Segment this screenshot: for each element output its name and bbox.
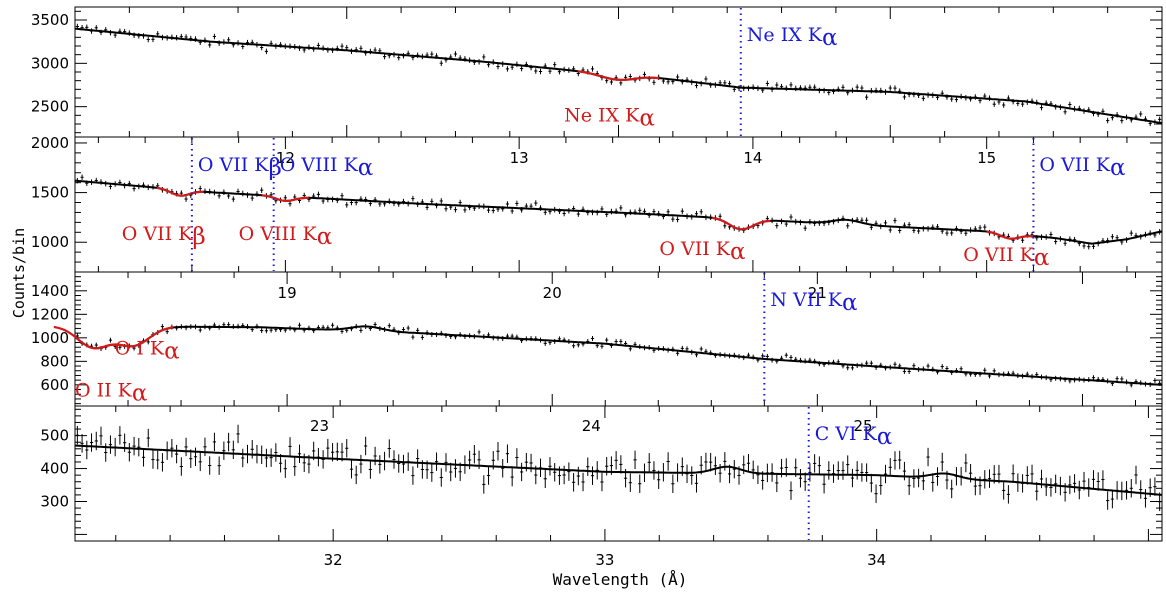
absorption-label: O VII Kα — [659, 238, 745, 265]
y-tick-label: 300 — [40, 492, 69, 510]
model-line — [74, 444, 1163, 496]
marker-label: N VII Kα — [770, 289, 857, 316]
absorption-feature — [156, 186, 204, 197]
absorption-label: Ne IX Kα — [564, 104, 655, 131]
x-tick-label: 15 — [977, 149, 996, 167]
wavelength-label: 23 — [310, 417, 329, 435]
panel-frame — [74, 405, 1163, 542]
absorption-label: O I Kα — [115, 337, 180, 364]
x-tick-label: 14 — [743, 149, 762, 167]
absorption-label: O VII Kα — [963, 244, 1049, 271]
absorption-feature — [261, 194, 309, 202]
x-tick-label: 34 — [867, 551, 886, 569]
y-tick-label: 800 — [40, 352, 69, 370]
model-line — [74, 179, 1163, 245]
absorption-label: O VIII Kα — [239, 223, 333, 250]
marker-label: Ne IX Kα — [747, 24, 838, 51]
panel-3: 600 800 1000 1200 1400 19 20 21N VII Kα O I Kα O … — [31, 271, 1163, 407]
absorption-feature — [93, 326, 174, 350]
y-tick-label: 600 — [40, 376, 69, 394]
absorption-label: O II Kα — [75, 380, 147, 407]
y-tick-label: 3500 — [31, 11, 69, 29]
x-tick-label: 21 — [808, 284, 827, 302]
x-axis-label: Wavelength (Å) — [553, 570, 688, 589]
y-tick-label: 1500 — [31, 184, 69, 202]
y-tick-label: 500 — [40, 427, 69, 445]
marker-label: O VIII Kα — [280, 154, 374, 181]
panels: 2500 3000 3500 Ne IX Kα Ne IX Kα 1000 1500 2000… — [31, 6, 1163, 569]
panel-1: 2500 3000 3500 Ne IX Kα Ne IX Kα — [31, 6, 1163, 138]
panel-4: 300 400 500 32 33 34 23 24 25C VI Kα — [40, 405, 1163, 569]
x-tick-label: 33 — [595, 551, 614, 569]
marker-label: C VI Kα — [815, 423, 893, 450]
wavelength-label: 24 — [582, 417, 601, 435]
x-tick-label: 20 — [543, 284, 562, 302]
y-tick-label: 1000 — [31, 329, 69, 347]
y-tick-label: 2000 — [31, 134, 69, 152]
y-tick-label: 1000 — [31, 233, 69, 251]
y-tick-label: 1200 — [31, 305, 69, 323]
absorption-feature — [577, 70, 660, 81]
marker-label: O VII Kα — [1039, 154, 1125, 181]
absorption-feature — [986, 230, 1034, 240]
y-tick-label: 2500 — [31, 98, 69, 116]
y-tick-label: 1400 — [31, 282, 69, 300]
x-tick-label: 12 — [276, 149, 295, 167]
x-tick-label: 19 — [278, 284, 297, 302]
wavelength-label: 25 — [854, 417, 873, 435]
x-tick-label: 32 — [324, 551, 343, 569]
y-tick-label: 400 — [40, 460, 69, 478]
model-line — [74, 325, 1163, 386]
marker-label: O VII Kβ — [198, 154, 282, 181]
absorption-feature — [711, 216, 771, 231]
x-tick-label: 13 — [510, 149, 529, 167]
y-tick-label: 3000 — [31, 54, 69, 72]
absorption-label: O VII Kβ — [122, 223, 206, 250]
panel-frame — [74, 271, 1163, 407]
y-axis-label: Counts/bin — [10, 228, 28, 318]
